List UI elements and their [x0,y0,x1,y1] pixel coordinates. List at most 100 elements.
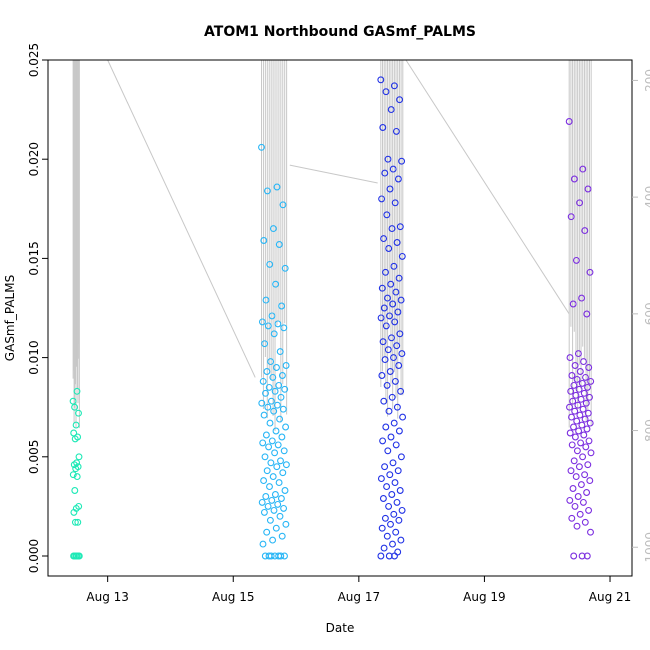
points-layer [69,76,595,560]
data-point [262,389,269,397]
plot-frame [47,59,633,577]
data-point [398,350,406,358]
data-point [394,467,402,475]
data-point [584,383,591,391]
y-axis-label: GASmf_PALMS [3,275,17,361]
data-point [389,165,397,173]
data-point [579,165,587,173]
data-point [581,471,589,479]
data-point [576,368,584,375]
data-point [567,387,575,395]
data-point [381,356,389,364]
data-point [282,362,290,369]
data-point [261,453,269,461]
data-point [271,491,279,498]
data-point [379,437,387,445]
right-tick-label: 200 [643,69,650,92]
data-point [389,540,396,548]
data-point [578,552,586,560]
data-point [265,443,273,451]
data-point [266,419,274,427]
data-point [264,502,272,510]
data-point [576,510,584,518]
data-point [263,467,271,475]
data-point [392,127,400,135]
y-axis: 0.000 0.005 0.010 0.015 0.020 0.025 [27,43,48,573]
data-point [71,403,79,411]
data-point [394,175,402,183]
data-point [566,354,574,362]
data-point [570,552,578,560]
data-point [393,342,401,350]
data-point [393,498,401,506]
data-point [386,185,394,193]
x-tick-label: Aug 15 [212,590,255,604]
data-point [395,427,403,435]
x-tick-label: Aug 21 [589,590,632,604]
data-point [267,459,275,467]
data-point [378,372,386,379]
data-point [390,262,398,270]
right-tick-label: 600 [643,302,650,325]
data-point [268,437,276,445]
data-point [389,459,397,467]
data-point [387,433,395,441]
data-point [269,225,277,233]
data-point [70,461,78,469]
data-point [265,383,273,391]
data-point [391,552,398,560]
data-point [258,318,266,326]
data-point [72,465,80,473]
data-point [584,409,592,417]
data-point [264,322,272,330]
data-point [259,540,267,548]
data-point [282,461,290,469]
data-point [394,308,402,316]
data-point [262,431,270,439]
data-point [385,502,393,510]
data-point [277,552,285,560]
data-point [75,409,82,417]
data-point [383,381,391,389]
data-point [382,322,390,330]
data-point [258,399,266,407]
data-point [281,552,288,560]
y-tick-label: 0.005 [27,440,41,474]
data-point [585,437,593,445]
data-point [379,124,387,131]
data-point [577,481,585,489]
data-point [267,397,275,405]
data-point [269,473,277,481]
data-point [268,312,276,320]
data-point [586,477,594,485]
data-point [377,76,385,84]
data-point [267,358,275,366]
data-point [566,496,574,504]
data-point [569,397,577,405]
data-point [258,498,266,506]
data-point [281,264,289,272]
data-point [380,397,388,405]
y-tick-label: 0.020 [27,142,41,176]
data-point [586,419,594,427]
x-tick-label: Aug 17 [338,590,381,604]
data-point [579,405,587,413]
data-point [275,381,283,389]
data-point [575,463,583,471]
data-point [385,245,393,252]
data-point [260,237,268,244]
data-point [383,211,391,219]
data-point [278,302,286,310]
data-point [384,155,392,163]
data-point [268,496,276,504]
data-point [382,423,390,431]
data-point [571,433,579,441]
x-axis: Aug 13 Aug 15 Aug 17 Aug 19 Aug 21 [86,576,631,604]
data-point [276,512,284,520]
data-point [393,239,401,246]
data-point [263,187,271,195]
data-point [388,225,396,233]
data-point [395,274,403,282]
data-point [571,362,579,369]
data-point [378,284,386,292]
